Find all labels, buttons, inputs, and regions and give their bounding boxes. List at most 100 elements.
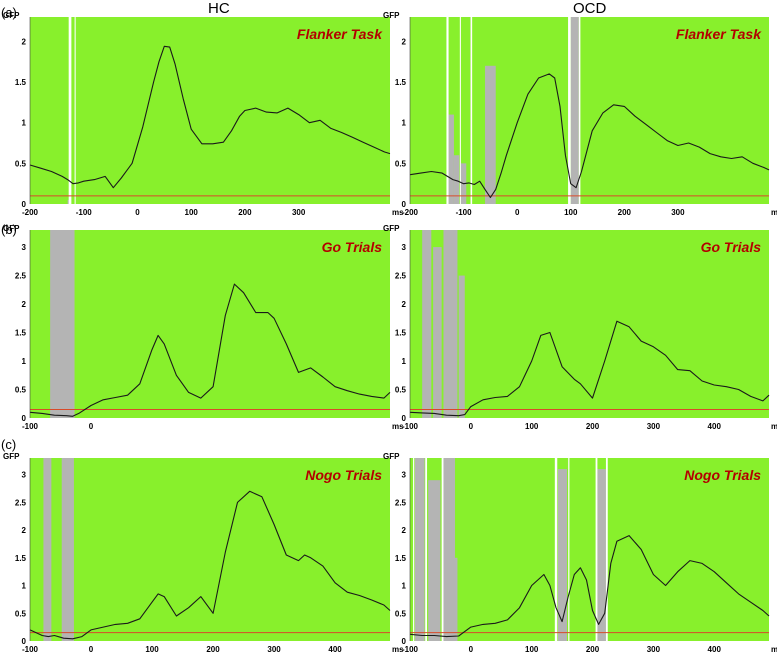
significance-band [61, 458, 74, 641]
gfp-curve [29, 490, 391, 640]
gfp-curve [29, 283, 391, 417]
y-tick-label: 1.5 [395, 78, 407, 87]
y-axis-label: GFP [3, 452, 20, 461]
x-tick-label: 100 [185, 208, 199, 217]
baseline-gap [568, 17, 571, 204]
significance-band [443, 458, 456, 641]
x-tick-label: 300 [647, 422, 661, 431]
x-tick-label: 0 [469, 645, 474, 654]
panel-background [410, 458, 769, 641]
y-tick-label: 2 [22, 526, 27, 535]
panel-title: Flanker Task [676, 26, 762, 42]
y-tick-label: 0 [402, 200, 407, 209]
row-label-c: (c) [1, 437, 16, 452]
x-tick-label: -200 [402, 208, 419, 217]
x-axis-unit: ms [771, 422, 777, 431]
x-tick-label: -100 [22, 645, 39, 654]
significance-band [428, 480, 441, 641]
baseline-gap [605, 458, 608, 641]
baseline-gap [425, 458, 428, 641]
x-axis-unit: ms [771, 208, 777, 217]
x-tick-label: 200 [586, 422, 600, 431]
y-tick-label: 0.5 [395, 386, 407, 395]
y-tick-label: 3 [22, 471, 27, 480]
y-tick-label: 1.5 [395, 329, 407, 338]
y-axis-label: GFP [383, 224, 400, 233]
y-tick-label: 1 [402, 357, 407, 366]
gfp-curve [409, 535, 770, 638]
y-tick-label: 1.5 [15, 329, 27, 338]
baseline-gap [441, 458, 444, 641]
x-axis-unit: ms [392, 208, 404, 217]
baseline-gap [554, 458, 558, 641]
gfp-curve [409, 73, 770, 199]
panel-background [30, 230, 390, 418]
x-tick-label: 300 [671, 208, 685, 217]
y-tick-label: 2.5 [15, 272, 27, 281]
y-tick-label: 0.5 [15, 386, 27, 395]
y-tick-label: 1 [22, 119, 27, 128]
column-title-ocd: OCD [573, 0, 607, 17]
baseline-gap [595, 458, 598, 641]
x-tick-label: -200 [22, 208, 39, 217]
x-tick-label: 0 [89, 645, 94, 654]
y-axis-label: GFP [383, 11, 400, 20]
y-tick-label: 1.5 [15, 78, 27, 87]
x-tick-label: 100 [525, 422, 539, 431]
baseline-gap [470, 17, 473, 204]
significance-band [597, 469, 606, 641]
x-tick-label: 0 [515, 208, 520, 217]
significance-band [453, 155, 460, 204]
panel-title: Go Trials [322, 239, 383, 255]
x-tick-label: -100 [76, 208, 93, 217]
y-tick-label: 0 [402, 637, 407, 646]
panel-title: Nogo Trials [684, 467, 761, 483]
y-tick-label: 2 [402, 300, 407, 309]
baseline-gap [413, 458, 415, 641]
x-tick-label: 400 [708, 645, 722, 654]
significance-band [443, 230, 458, 418]
significance-band [43, 458, 52, 641]
x-tick-label: -100 [456, 208, 473, 217]
panel-title: Go Trials [701, 239, 762, 255]
significance-band [50, 230, 75, 418]
x-tick-label: 200 [206, 645, 220, 654]
y-tick-label: 3 [22, 243, 27, 252]
y-tick-label: 0 [22, 637, 27, 646]
y-tick-label: 1 [402, 582, 407, 591]
significance-band [458, 275, 465, 418]
x-tick-label: 0 [135, 208, 140, 217]
x-tick-label: -100 [22, 422, 39, 431]
significance-band [453, 557, 458, 641]
y-axis-label: GFP [3, 224, 20, 233]
significance-band [557, 469, 567, 641]
panel-background [30, 17, 390, 204]
significance-band [448, 114, 454, 204]
x-tick-label: 100 [564, 208, 578, 217]
baseline-gap [459, 17, 461, 204]
y-tick-label: 0 [22, 200, 27, 209]
y-tick-label: 0.5 [395, 159, 407, 168]
panel-hc-c: 00.511.522.53-100 0 100 200 300 400GFPmsNogo … [3, 452, 404, 654]
x-tick-label: 400 [708, 422, 722, 431]
gfp-curve [29, 45, 391, 189]
significance-band [414, 458, 425, 641]
baseline-gap [68, 17, 72, 204]
gfp-curve [409, 320, 770, 417]
x-tick-label: 100 [145, 645, 159, 654]
panel-ocd-a: 0 0.5 1 1.5 2 -200 -100 0 100 200 300 GFP ms Flanker … [383, 11, 777, 217]
y-tick-label: 3 [402, 243, 407, 252]
x-tick-label: 100 [525, 645, 539, 654]
x-tick-label: 200 [586, 645, 600, 654]
y-tick-label: 2.5 [395, 498, 407, 507]
y-tick-label: 0.5 [15, 159, 27, 168]
column-title-hc: HC [208, 0, 230, 17]
significance-band [433, 247, 442, 418]
panel-grid: 00.511.52-200 -100 0 100 200 300GFPmsFlanker … [3, 11, 777, 654]
panel-ocd-c: 00.511.522.53-1000100200300400GFPmsNogo … [383, 452, 777, 654]
significance-band [485, 65, 496, 204]
significance-band [570, 17, 579, 204]
x-axis-unit: ms [392, 645, 404, 654]
